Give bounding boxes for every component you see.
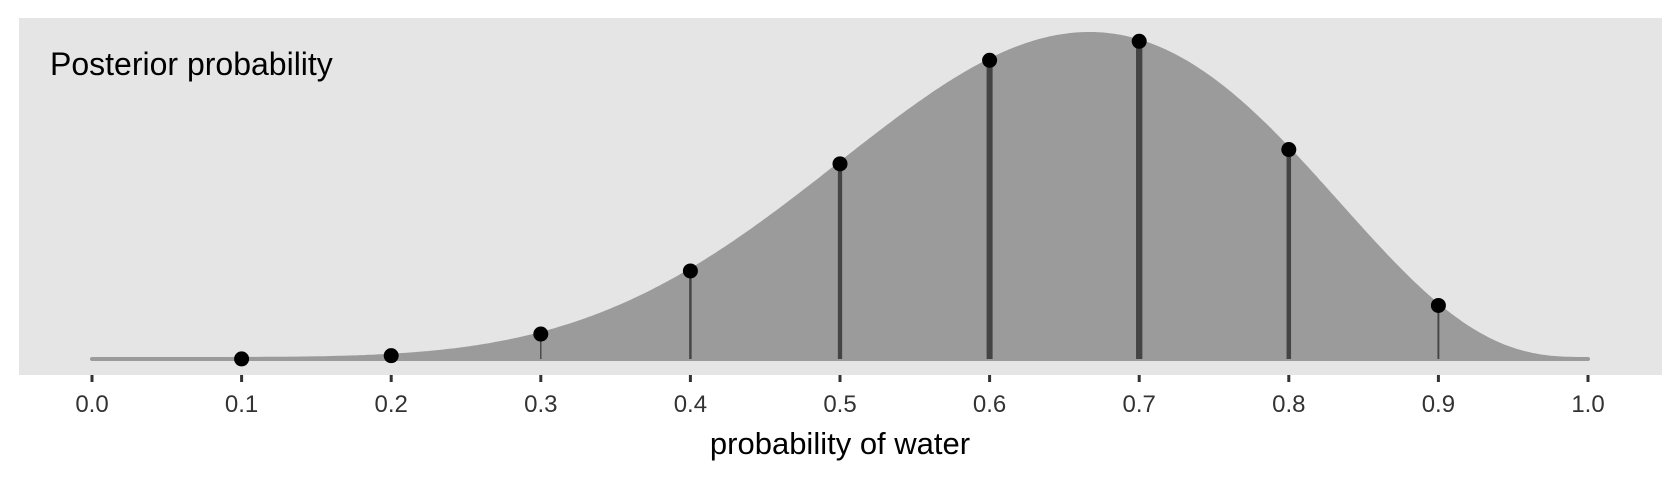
x-tick-label: 0.2	[375, 391, 408, 418]
probability-point	[383, 348, 399, 364]
x-tick-label: 0.4	[674, 391, 707, 418]
chart-title: Posterior probability	[50, 46, 333, 82]
x-tick-label: 0.5	[823, 391, 856, 418]
probability-point	[234, 351, 250, 367]
probability-point	[982, 52, 998, 68]
x-axis-label: probability of water	[710, 426, 970, 461]
x-tick-label: 1.0	[1571, 391, 1604, 418]
probability-point	[1281, 142, 1297, 158]
x-tick-label: 0.7	[1123, 391, 1156, 418]
probability-point	[1430, 297, 1446, 313]
probability-point	[682, 263, 698, 279]
x-tick-label: 0.0	[75, 391, 108, 418]
x-tick-label: 0.9	[1422, 391, 1455, 418]
x-tick-label: 0.6	[973, 391, 1006, 418]
probability-point	[533, 326, 549, 342]
probability-point	[1131, 33, 1147, 49]
x-tick-label: 0.8	[1272, 391, 1305, 418]
probability-point	[832, 156, 848, 172]
x-tick-label: 0.3	[524, 391, 557, 418]
x-tick-label: 0.1	[225, 391, 258, 418]
